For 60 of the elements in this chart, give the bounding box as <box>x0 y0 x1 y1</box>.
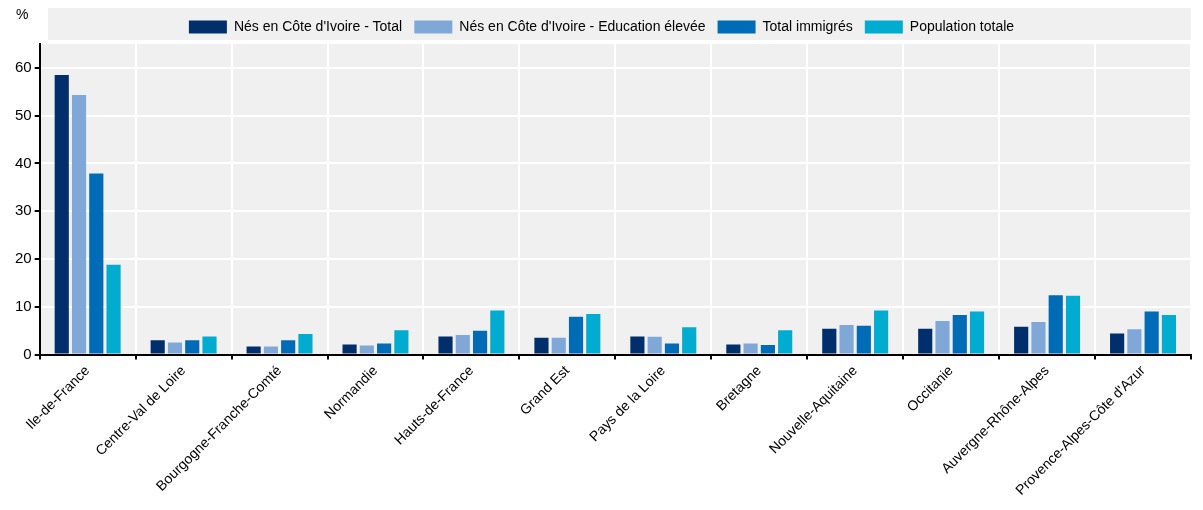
bar <box>246 346 261 354</box>
bar <box>682 327 697 354</box>
bar <box>534 337 549 354</box>
y-tick-label: 0 <box>23 344 32 362</box>
y-tick-label: 10 <box>15 296 32 314</box>
bar <box>664 343 680 354</box>
bar <box>202 336 217 354</box>
bar <box>856 325 871 354</box>
bar <box>377 343 392 354</box>
bar <box>952 314 967 354</box>
bar <box>472 330 488 354</box>
bar <box>54 75 69 354</box>
y-axis-title: % <box>16 5 29 22</box>
bar <box>822 328 837 354</box>
bar <box>1127 329 1142 354</box>
bar <box>438 336 453 354</box>
bar <box>359 345 374 354</box>
bar <box>969 311 985 354</box>
bar <box>455 334 470 354</box>
bar <box>1161 314 1177 354</box>
bar <box>647 336 662 354</box>
bar <box>281 340 296 354</box>
bar <box>1110 333 1125 354</box>
bar <box>839 324 854 354</box>
bar <box>630 336 645 354</box>
bar <box>1144 311 1159 354</box>
bar <box>568 316 584 354</box>
bar <box>71 95 87 354</box>
bar <box>778 330 793 354</box>
bar <box>342 344 357 354</box>
y-tick-label: 20 <box>15 249 32 267</box>
y-tick-label: 50 <box>15 105 32 123</box>
y-tick-label: 40 <box>15 153 32 171</box>
legend-label: Nés en Côte d'Ivoire - Total <box>233 17 403 34</box>
bar <box>586 313 601 354</box>
bar <box>726 344 741 354</box>
bar <box>935 321 950 354</box>
legend-label: Total immigrés <box>762 17 853 34</box>
bar <box>760 344 775 354</box>
bar <box>490 310 505 354</box>
bar <box>185 340 200 354</box>
bar <box>743 343 758 354</box>
bar <box>394 330 409 354</box>
bar <box>1014 326 1029 354</box>
bar <box>106 264 121 354</box>
bar <box>918 328 933 354</box>
bar <box>167 342 183 354</box>
y-tick-label: 30 <box>15 201 32 219</box>
y-tick-label: 60 <box>15 58 32 76</box>
bar <box>1048 295 1063 354</box>
legend-label: Population totale <box>909 17 1015 34</box>
bar <box>874 310 889 354</box>
bar <box>1031 322 1046 354</box>
bar <box>1065 295 1081 354</box>
bar <box>150 340 165 354</box>
bar <box>298 333 313 354</box>
bar <box>89 173 104 354</box>
bar <box>263 346 278 354</box>
bar <box>551 337 566 354</box>
legend-label: Nés en Côte d'Ivoire - Education élevée <box>459 17 706 34</box>
